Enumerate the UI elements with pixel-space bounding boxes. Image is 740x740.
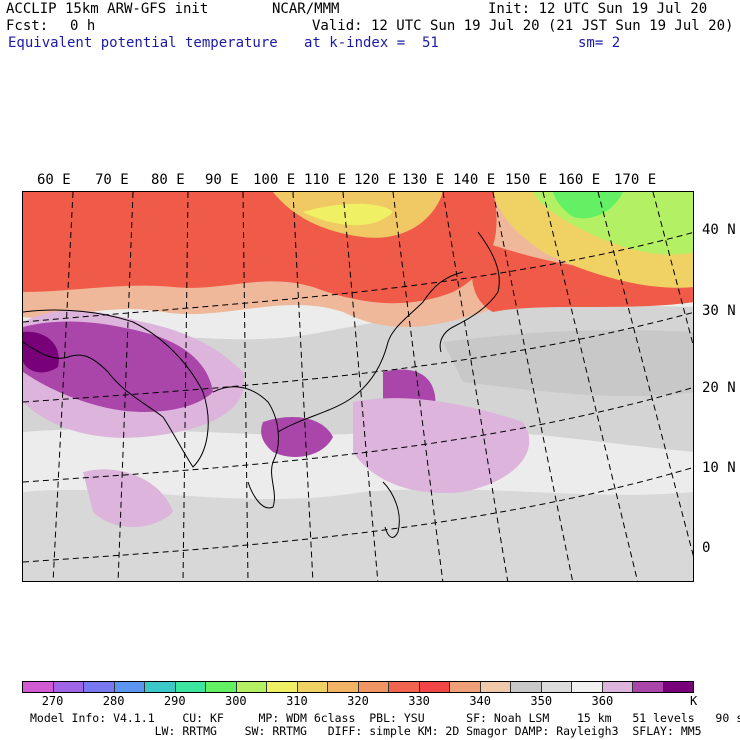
colorbar-cell — [419, 682, 450, 692]
colorbar-label: 290 — [163, 694, 186, 708]
graticule-lat-0 — [23, 467, 693, 563]
colorbar — [22, 681, 694, 693]
lon-label-120e: 120 E — [354, 172, 397, 188]
colorbar-label: 280 — [102, 694, 125, 708]
colorbar-cell — [389, 682, 420, 692]
red-zone-japan — [472, 242, 693, 312]
colorbar-cell — [53, 682, 84, 692]
graticule-lon-160e — [597, 192, 693, 557]
colorbar-label: 340 — [469, 694, 492, 708]
colorbar-cell — [236, 682, 267, 692]
lat-label-10n: 10 N — [702, 460, 736, 476]
colorbar-cell — [541, 682, 572, 692]
smoothing-label: sm= 2 — [578, 35, 621, 51]
lon-label-150e: 150 E — [505, 172, 548, 188]
green-zone-pacific — [553, 192, 623, 219]
center-label: NCAR/MMM — [272, 1, 340, 17]
lon-label-70e: 70 E — [95, 172, 129, 188]
colorbar-cell — [511, 682, 542, 692]
colorbar-cell — [297, 682, 328, 692]
lat-label-20n: 20 N — [702, 380, 736, 396]
graticule — [23, 192, 693, 581]
field-name: Equivalent potential temperature — [8, 35, 278, 51]
gray-band-south — [23, 489, 693, 581]
colorbar-cell — [114, 682, 145, 692]
colorbar-cell — [267, 682, 298, 692]
lat-label-0: 0 — [702, 540, 711, 556]
colorbar-cell — [84, 682, 115, 692]
graticule-lon-70e — [117, 192, 134, 581]
colorbar-cell — [450, 682, 481, 692]
valid-time: Valid: 12 UTC Sun 19 Jul 20 (21 JST Sun … — [312, 18, 734, 34]
graticule-lon-90e — [242, 192, 249, 581]
graticule-lat-20n — [23, 312, 693, 403]
map-panel — [22, 191, 694, 582]
colorbar-cell — [23, 682, 54, 692]
colorbar-cell — [145, 682, 176, 692]
colorbar-cell — [602, 682, 633, 692]
graticule-lat-30n — [23, 232, 693, 323]
lon-label-130e: 130 E — [402, 172, 445, 188]
lon-label-110e: 110 E — [304, 172, 347, 188]
yellow-zone-mongolia — [303, 203, 393, 226]
gray-band-north-pacific — [443, 330, 693, 397]
coastline-japan — [439, 231, 500, 353]
graticule-lon-150e — [542, 192, 639, 581]
lat-label-30n: 30 N — [702, 303, 736, 319]
lon-label-160e: 160 E — [558, 172, 601, 188]
graticule-lon-60e — [52, 192, 74, 581]
fcst-value: 0 h — [70, 18, 96, 34]
lat-label-40n: 40 N — [702, 222, 736, 238]
colorbar-label: 270 — [41, 694, 64, 708]
lon-label-100e: 100 E — [253, 172, 296, 188]
lon-label-80e: 80 E — [151, 172, 185, 188]
colorbar-label: 350 — [530, 694, 553, 708]
graticule-lon-130e — [442, 192, 509, 581]
graticule-lon-140e — [492, 192, 574, 581]
colorbar-label: 330 — [408, 694, 430, 708]
graticule-lon-80e — [182, 192, 189, 581]
colorbar-label: 310 — [286, 694, 308, 708]
graticule-lon-100e — [292, 192, 314, 581]
colorbar-cell — [663, 682, 693, 692]
darkpurple-zone-pakistan — [23, 331, 59, 373]
fcst-label: Fcst: — [6, 18, 49, 34]
coastline-indochina — [212, 386, 279, 509]
colorbar-label: 300 — [224, 694, 247, 708]
colorbar-cell — [572, 682, 603, 692]
purple-zone-gulf-tonkin — [261, 417, 333, 457]
graticule-lon-170e — [652, 192, 693, 347]
coastline-china — [277, 271, 464, 433]
model-info-line1: Model Info: V4.1.1 CU: KF MP: WDM 6class… — [30, 711, 740, 725]
colorbar-cell — [480, 682, 511, 692]
lon-label-140e: 140 E — [453, 172, 496, 188]
lightpurple-zone-pacific — [353, 398, 530, 493]
level-label: at k-index = 51 — [304, 35, 439, 51]
colorbar-cell — [358, 682, 389, 692]
map-canvas — [23, 192, 693, 581]
colorbar-cell — [633, 682, 664, 692]
graticule-lon-120e — [392, 192, 444, 581]
colorbar-cell — [328, 682, 359, 692]
model-info-line2: LW: RRTMG SW: RRTMG DIFF: simple KM: 2D … — [30, 724, 702, 738]
coastline-south-asia — [23, 309, 209, 468]
graticule-lat-10n — [23, 387, 693, 483]
colorbar-cell — [206, 682, 237, 692]
model-title: ACCLIP 15km ARW-GFS init — [6, 1, 209, 17]
coastline-philippines — [382, 481, 400, 538]
graticule-lon-110e — [342, 192, 379, 581]
colorbar-unit: K — [690, 694, 698, 708]
lightpurple-zone-indian-ocean — [83, 469, 173, 527]
colorbar-cell — [175, 682, 206, 692]
colorbar-label: 320 — [347, 694, 369, 708]
lon-label-60e: 60 E — [37, 172, 71, 188]
colorbar-label: 360 — [591, 694, 614, 708]
lon-label-170e: 170 E — [614, 172, 657, 188]
lon-label-90e: 90 E — [205, 172, 239, 188]
init-time: Init: 12 UTC Sun 19 Jul 20 — [488, 1, 708, 17]
